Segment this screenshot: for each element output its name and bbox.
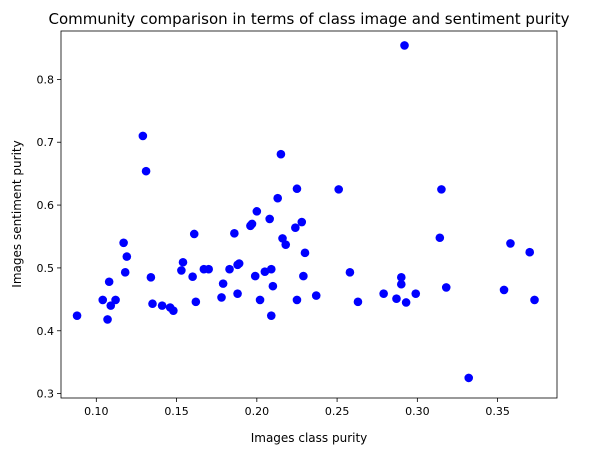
y-tick-label: 0.6 xyxy=(37,199,55,212)
data-point xyxy=(191,297,201,307)
data-point xyxy=(379,289,388,298)
data-point xyxy=(441,283,451,292)
data-point xyxy=(266,264,276,274)
x-tick-label: 0.35 xyxy=(485,405,510,418)
data-point xyxy=(120,268,130,277)
x-tick-label: 0.20 xyxy=(245,405,270,418)
data-point xyxy=(291,223,300,232)
x-tick-label: 0.30 xyxy=(405,405,430,418)
data-point xyxy=(345,268,355,277)
data-point xyxy=(218,279,228,288)
data-point xyxy=(400,41,409,50)
data-point xyxy=(525,247,535,257)
data-point xyxy=(396,279,406,289)
data-point xyxy=(506,239,515,248)
data-point xyxy=(276,149,286,159)
data-point xyxy=(119,238,128,248)
data-point xyxy=(252,207,262,216)
chart-title: Community comparison in terms of class i… xyxy=(48,10,569,28)
data-point xyxy=(266,311,276,320)
data-point xyxy=(299,271,308,281)
data-point xyxy=(464,373,474,383)
data-point xyxy=(138,131,148,141)
data-point xyxy=(530,295,539,305)
data-point xyxy=(265,214,274,224)
x-axis-ticks: 0.10 0.15 0.20 0.25 0.30 0.35 xyxy=(84,398,510,418)
x-axis-label: Images class purity xyxy=(251,431,368,445)
data-point xyxy=(392,294,401,304)
data-point xyxy=(292,184,302,194)
data-point xyxy=(281,240,291,249)
y-tick-label: 0.3 xyxy=(37,388,55,401)
data-point xyxy=(401,298,411,307)
data-point xyxy=(189,229,199,239)
data-point xyxy=(292,295,302,305)
data-point xyxy=(178,257,188,267)
data-point xyxy=(177,266,186,275)
data-point xyxy=(111,295,120,305)
data-point xyxy=(233,289,242,298)
data-point xyxy=(103,315,112,324)
y-axis-label: Images sentiment purity xyxy=(10,140,24,287)
data-point xyxy=(300,248,310,258)
data-point xyxy=(499,285,509,295)
y-tick-label: 0.7 xyxy=(37,136,55,149)
data-point xyxy=(188,272,197,282)
data-point xyxy=(225,264,234,274)
data-point xyxy=(234,259,244,268)
y-tick-label: 0.4 xyxy=(37,325,55,338)
x-tick-label: 0.25 xyxy=(325,405,350,418)
data-point xyxy=(411,289,421,298)
x-tick-label: 0.10 xyxy=(84,405,109,418)
data-point xyxy=(141,166,151,176)
data-point xyxy=(435,233,445,243)
data-points xyxy=(72,41,539,383)
data-point xyxy=(169,306,178,315)
data-point xyxy=(98,295,108,305)
data-point xyxy=(148,299,157,309)
y-tick-label: 0.5 xyxy=(37,262,55,275)
data-point xyxy=(146,273,156,282)
data-point xyxy=(273,193,282,203)
y-axis-ticks: 0.3 0.4 0.5 0.6 0.7 0.8 xyxy=(37,73,61,401)
data-point xyxy=(437,185,446,194)
data-point xyxy=(255,295,265,305)
data-point xyxy=(297,217,307,227)
data-point xyxy=(204,264,213,274)
y-tick-label: 0.8 xyxy=(37,73,55,86)
data-point xyxy=(396,273,406,282)
data-point xyxy=(104,277,114,287)
data-point xyxy=(230,229,239,238)
data-point xyxy=(106,301,116,310)
data-point xyxy=(122,252,132,261)
data-point xyxy=(250,271,260,281)
data-point xyxy=(334,185,343,194)
data-point xyxy=(247,219,257,229)
x-tick-label: 0.15 xyxy=(164,405,189,418)
plot-frame xyxy=(60,30,558,399)
data-point xyxy=(353,297,363,307)
data-point xyxy=(311,291,321,300)
data-point xyxy=(217,293,226,302)
data-point xyxy=(157,301,167,310)
data-point xyxy=(72,311,82,320)
data-point xyxy=(268,281,278,291)
